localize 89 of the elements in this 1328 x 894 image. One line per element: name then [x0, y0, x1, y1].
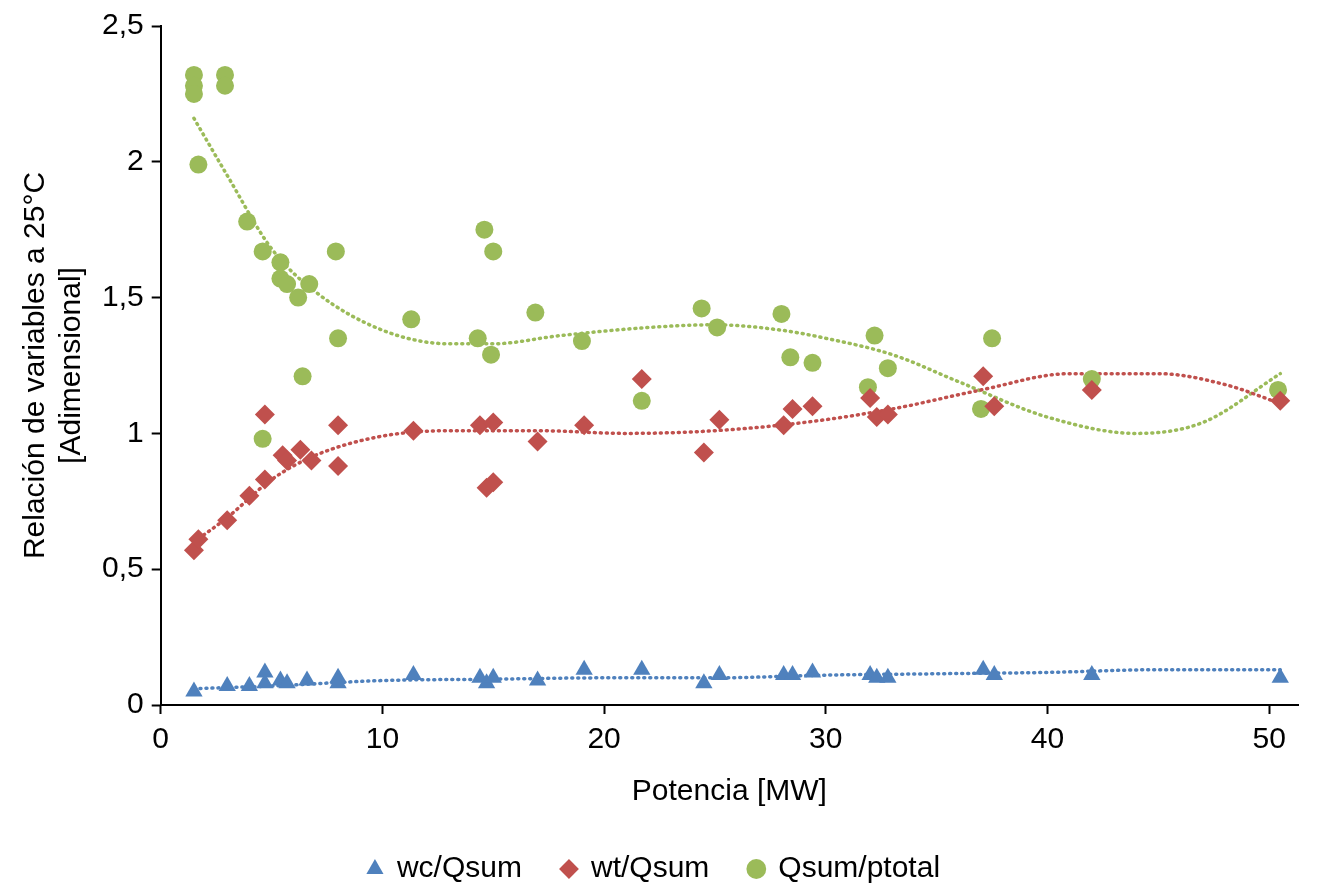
point	[772, 304, 791, 323]
point	[973, 366, 994, 387]
x-tick-label: 20	[587, 721, 621, 755]
point	[1270, 390, 1291, 411]
point	[239, 485, 260, 506]
point	[781, 348, 800, 367]
point	[879, 667, 897, 683]
point	[526, 303, 545, 322]
point	[865, 326, 884, 345]
point	[710, 665, 729, 681]
point	[238, 212, 257, 231]
point	[278, 275, 297, 294]
point	[574, 415, 595, 436]
point	[631, 369, 652, 390]
x-tick-label: 0	[152, 721, 170, 755]
point	[528, 670, 547, 686]
point	[974, 659, 992, 675]
legend-label: Qsum/ptotal	[778, 850, 941, 884]
point	[277, 450, 298, 471]
y-tick-label: 1,5	[101, 278, 144, 312]
x-tick-label: 30	[809, 721, 843, 755]
point	[328, 455, 349, 476]
x-tick-label: 10	[365, 721, 400, 755]
x-tick-label: 40	[1030, 721, 1065, 755]
point	[695, 673, 713, 689]
point	[782, 398, 803, 419]
point	[482, 345, 501, 364]
point	[971, 399, 990, 418]
point	[878, 359, 897, 378]
point	[404, 665, 423, 681]
point	[468, 329, 487, 348]
point	[475, 220, 494, 239]
point	[983, 329, 1002, 348]
point	[185, 681, 203, 697]
point	[985, 665, 1003, 681]
point	[326, 242, 345, 261]
point	[301, 450, 322, 471]
point	[253, 429, 272, 448]
point	[329, 329, 348, 348]
y-tick-label: 1	[127, 414, 144, 448]
y-axis-title: Relación de variables a 25°C [Adimensional]	[17, 171, 87, 560]
point	[240, 675, 259, 691]
point	[293, 367, 312, 386]
x-tick-label: 50	[1252, 721, 1286, 755]
point	[575, 659, 593, 675]
point	[773, 415, 794, 436]
point	[290, 439, 311, 460]
point	[860, 388, 881, 409]
point	[289, 288, 308, 307]
point	[572, 332, 591, 351]
y-tick-label: 2	[127, 143, 144, 177]
x-axis-title: Potencia [MW]	[631, 773, 827, 807]
point	[300, 275, 319, 294]
point	[1271, 667, 1289, 683]
y-tick-label: 0,5	[101, 550, 144, 584]
point	[254, 469, 275, 490]
point	[483, 412, 504, 433]
point	[271, 253, 290, 272]
point	[803, 353, 822, 372]
point	[253, 242, 272, 261]
point	[217, 510, 238, 531]
point	[189, 155, 208, 174]
point	[802, 396, 823, 417]
point	[403, 420, 424, 441]
point	[188, 529, 209, 550]
legend-label: wt/Qsum	[589, 850, 710, 884]
point	[692, 299, 711, 318]
point	[527, 431, 548, 452]
point	[298, 670, 316, 686]
point	[402, 310, 421, 329]
point	[254, 404, 275, 425]
line-series	[192, 116, 1283, 436]
point	[693, 442, 714, 463]
point	[278, 673, 296, 689]
point	[632, 391, 651, 410]
y-tick-label: 2,5	[101, 7, 144, 41]
point	[469, 415, 490, 436]
point	[709, 409, 730, 430]
point	[484, 242, 503, 261]
point	[633, 659, 651, 675]
point	[708, 318, 727, 337]
point	[328, 415, 349, 436]
point	[984, 396, 1005, 417]
point	[218, 675, 236, 691]
legend-label: wc/Qsum	[395, 850, 522, 884]
point	[803, 662, 822, 678]
point	[1083, 665, 1101, 681]
y-tick-label: 0	[127, 686, 144, 720]
point	[1081, 379, 1102, 400]
